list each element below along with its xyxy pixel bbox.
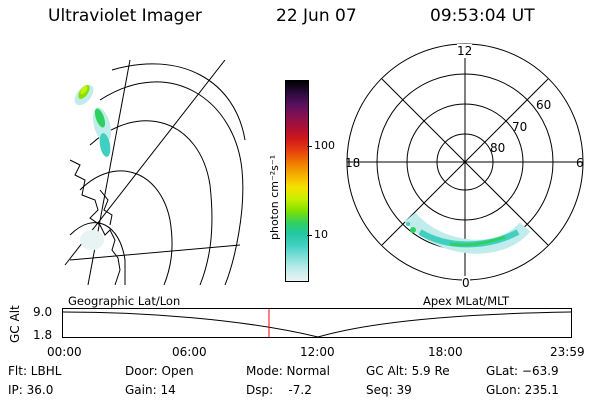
- mlt-label-6: 6: [576, 156, 584, 170]
- colorbar: [285, 80, 309, 282]
- lat-label-70: 70: [512, 120, 528, 134]
- meta-glon: GLon: 235.1: [486, 383, 559, 397]
- timeline-ytick-top: 9.0: [33, 305, 53, 319]
- mlt-label-18: 18: [345, 156, 361, 170]
- colorbar-tick-10: 10: [314, 228, 328, 241]
- coastline: [99, 189, 113, 226]
- left-panel-caption: Geographic Lat/Lon: [68, 294, 181, 308]
- colorbar-tick-mark: [307, 146, 312, 147]
- meta-gain: Gain: 14: [125, 383, 176, 397]
- mlt-label-0: 0: [462, 276, 470, 290]
- latitude-arc: [69, 222, 126, 285]
- meta-door: Door: Open: [125, 364, 194, 378]
- colorbar-tick-mark: [307, 235, 312, 236]
- timeline-xtick-2: 12:00: [300, 345, 335, 359]
- meridian-line: [69, 244, 241, 261]
- timeline-xtick-4: 23:59: [550, 345, 585, 359]
- timeline-xtick-1: 06:00: [172, 345, 207, 359]
- meta-glat: GLat: −63.9: [486, 364, 559, 378]
- date-label: 22 Jun 07: [276, 6, 357, 26]
- mlt-label-12: 12: [457, 44, 473, 58]
- aurora-oval: [404, 212, 531, 254]
- latitude-arc: [79, 170, 173, 285]
- timeline-ytick-bottom: 1.8: [33, 328, 53, 342]
- geographic-map: [64, 60, 246, 285]
- lat-label-80: 80: [490, 141, 506, 155]
- colorbar-label: photon cm⁻²s⁻¹: [268, 154, 281, 240]
- orbit-timeline: [62, 308, 572, 338]
- instrument-title: Ultraviolet Imager: [48, 6, 202, 26]
- latitude-arc: [111, 63, 246, 141]
- meta-seq: Seq: 39: [366, 383, 412, 397]
- timeline-ylabel: GC Alt: [8, 305, 22, 343]
- meta-dsp: Dsp: -7.2: [246, 383, 312, 397]
- timeline-xtick-0: 00:00: [47, 345, 82, 359]
- colorbar-tick-100: 100: [314, 139, 335, 152]
- meta-gc-alt: GC Alt: 5.9 Re: [366, 364, 450, 378]
- timeline-xtick-3: 18:00: [428, 345, 463, 359]
- meta-ip: IP: 36.0: [8, 383, 54, 397]
- latitude-arc: [89, 120, 213, 285]
- aurora-emission: [74, 84, 112, 250]
- polar-plot: [346, 43, 584, 281]
- latitude-arc: [99, 81, 244, 285]
- meta-filter: Flt: LBHL: [8, 364, 62, 378]
- time-label: 09:53:04 UT: [430, 6, 535, 26]
- right-panel-caption: Apex MLat/MLT: [423, 294, 510, 308]
- meta-mode: Mode: Normal: [246, 364, 330, 378]
- altitude-curve: [62, 311, 572, 338]
- coastline: [69, 159, 121, 285]
- lat-label-60: 60: [536, 98, 552, 112]
